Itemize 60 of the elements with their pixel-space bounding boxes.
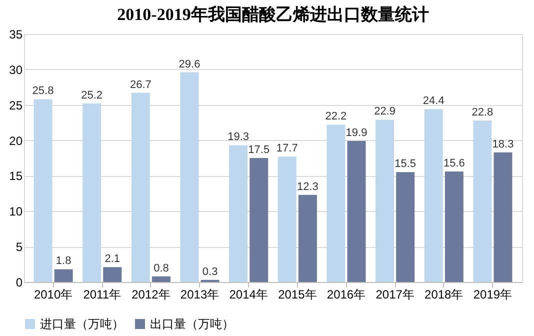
bar: [54, 269, 73, 282]
data-label: 1.8: [56, 255, 72, 268]
y-tick-label: 0: [16, 276, 23, 290]
x-tick-label: 2013年: [180, 288, 220, 302]
bar: [347, 140, 366, 282]
bar: [424, 109, 443, 282]
x-tick-label: 2016年: [326, 288, 366, 302]
bar: [250, 158, 268, 282]
data-label: 17.5: [248, 144, 270, 156]
y-tick-label: 15: [9, 169, 23, 184]
data-label: 2.1: [104, 253, 120, 266]
data-label: 22.2: [325, 110, 347, 123]
data-label: 25.8: [32, 85, 54, 98]
x-tick-label: 2017年: [376, 288, 414, 302]
chart-title: 2010-2019年我国醋酸乙烯进出口数量统计: [117, 5, 429, 24]
x-tick-label: 2011年: [83, 288, 122, 302]
y-tick-label: 35: [9, 28, 23, 42]
y-tick-label: 5: [16, 240, 23, 254]
bar: [494, 152, 512, 282]
data-label: 24.4: [422, 95, 444, 108]
x-tick-label: 2019年: [473, 288, 512, 302]
y-tick-label: 20: [9, 134, 23, 148]
data-label: 26.7: [130, 78, 152, 91]
bar: [229, 145, 248, 282]
bar: [34, 99, 52, 282]
bar: [298, 194, 317, 282]
data-label: 22.8: [472, 106, 494, 118]
data-label: 22.9: [374, 106, 396, 118]
bar: [376, 120, 394, 282]
data-label: 19.3: [228, 131, 250, 144]
data-label: 0.3: [202, 266, 218, 278]
x-tick-label: 2018年: [424, 288, 464, 302]
data-label: 15.6: [443, 157, 465, 170]
legend-label: 出口量（万吨）: [150, 317, 234, 331]
x-tick-label: 2015年: [278, 288, 317, 302]
bar: [473, 120, 492, 282]
x-tick-label: 2010年: [34, 288, 73, 302]
data-label: 29.6: [178, 58, 200, 70]
data-label: 15.5: [394, 158, 416, 170]
bar: [444, 171, 464, 282]
bar: [82, 103, 102, 282]
data-label: 19.9: [346, 126, 368, 139]
data-label: 17.7: [276, 142, 298, 155]
data-label: 18.3: [492, 138, 514, 150]
data-label: 0.8: [154, 262, 169, 274]
bar: [180, 72, 199, 282]
bar: [103, 267, 122, 282]
bar: [396, 172, 415, 282]
x-tick-label: 2012年: [132, 288, 170, 302]
x-tick-label: 2014年: [229, 288, 268, 302]
data-label: 25.2: [81, 89, 103, 102]
bar: [326, 124, 346, 282]
bar: [152, 276, 170, 282]
legend-label: 进口量（万吨）: [40, 317, 124, 331]
data-label: 12.3: [296, 180, 318, 193]
bar: [131, 92, 150, 282]
y-tick-label: 30: [9, 62, 23, 77]
y-tick-label: 25: [9, 98, 23, 112]
bar: [278, 156, 296, 282]
y-tick-label: 10: [9, 204, 23, 219]
